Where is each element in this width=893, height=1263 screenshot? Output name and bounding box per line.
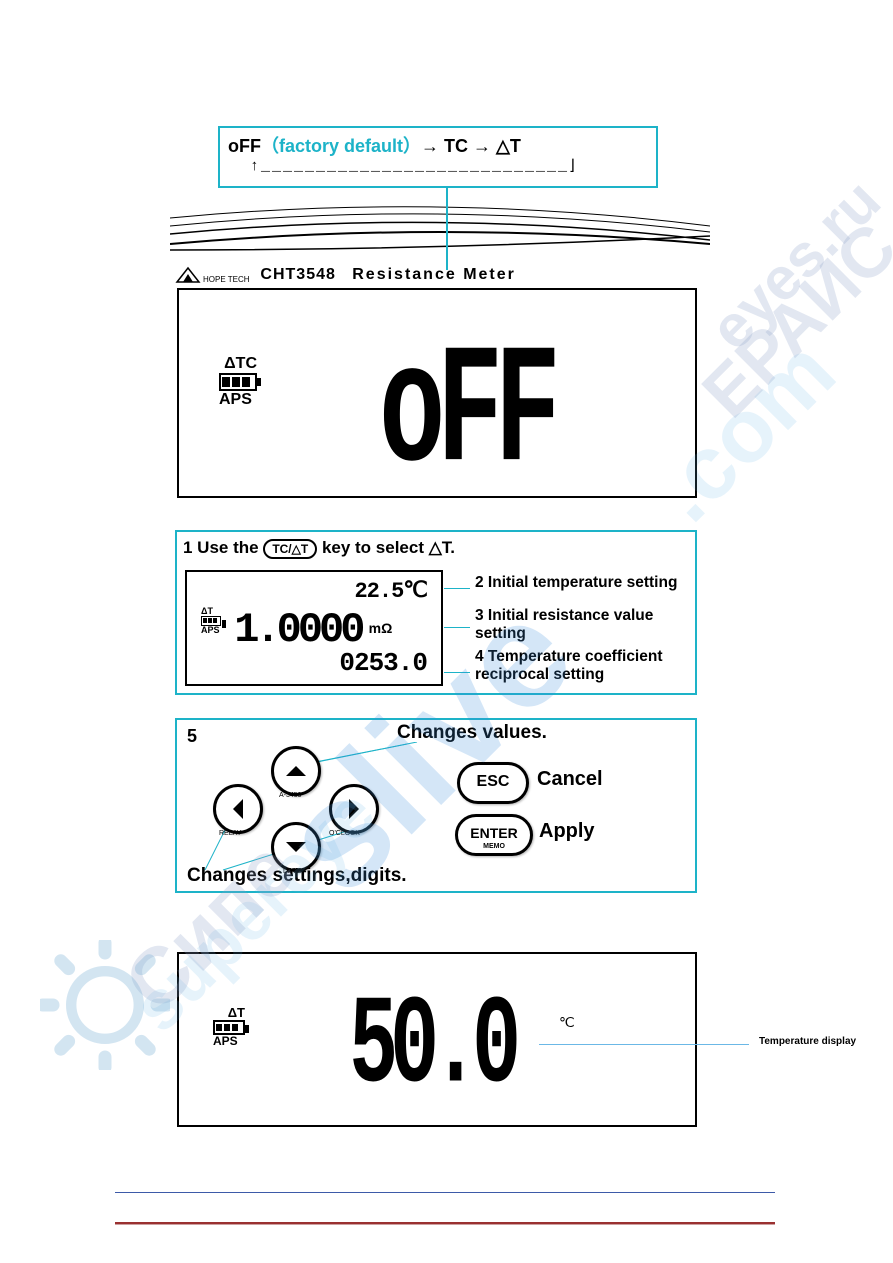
- esc-button[interactable]: ESC: [457, 762, 529, 804]
- enter-button[interactable]: ENTER MEMO: [455, 814, 533, 856]
- control-box: 5 Changes values. A-3459 DATE RELAY O'CL…: [175, 718, 697, 893]
- lcd-bottom-value: 50.0: [349, 978, 513, 1119]
- mini-lcd: 22.5℃ ΔT APS 1.0000 mΩ 0253.0: [185, 570, 443, 686]
- step-1-a: 1 Use the: [183, 538, 263, 557]
- watermark-gear-icon: [40, 940, 170, 1070]
- mini-ind-aps: APS: [201, 625, 220, 635]
- mini-lcd-resistance: 1.0000: [234, 606, 361, 654]
- step-1-b: key to select △T.: [322, 538, 455, 557]
- right-sublabel: O'CLOCK: [329, 830, 360, 837]
- right-button[interactable]: [329, 784, 379, 834]
- device-title: Resistance Meter: [352, 266, 516, 283]
- page: oFF（factory default）→ TC → △T ↑_________…: [0, 0, 893, 1263]
- lcd-bottom-unit: ℃: [559, 1014, 575, 1031]
- lcd-main-value-container: oFF: [379, 320, 583, 467]
- mini-lcd-unit: mΩ: [369, 620, 393, 636]
- lcd-bottom-indicators: ΔT APS: [213, 1006, 245, 1047]
- flow-off: oFF: [228, 136, 261, 156]
- flow-box: oFF（factory default）→ TC → △T ↑_________…: [218, 126, 658, 188]
- indicator-aps: APS: [213, 1035, 245, 1047]
- cancel-label: Cancel: [537, 768, 603, 791]
- lcd-main: ΔTC APS oFF: [177, 288, 697, 498]
- flow-return-line: ↑____________________________⌋: [228, 156, 648, 175]
- up-button[interactable]: [271, 746, 321, 796]
- divider-rule: [115, 1222, 775, 1225]
- battery-icon: [219, 373, 257, 391]
- step-1-text: 1 Use the TC/△T key to select △T.: [183, 538, 455, 559]
- up-sublabel: A-3459: [279, 792, 302, 799]
- enter-label: ENTER: [470, 825, 517, 841]
- lcd-main-indicators: ΔTC APS: [219, 355, 257, 408]
- enter-sublabel: MEMO: [458, 843, 530, 850]
- lead-line: [444, 588, 470, 589]
- connector-line: [446, 188, 448, 270]
- mini-ind-dt: ΔT: [201, 606, 213, 616]
- temperature-display-label: Temperature display: [759, 1036, 856, 1047]
- lcd-bottom: ΔT APS 50.0 ℃ Temperature display: [177, 952, 697, 1127]
- lcd-main-value: oFF: [379, 320, 552, 511]
- changes-settings-label: Changes settings,digits.: [187, 865, 407, 887]
- changes-values-label: Changes values.: [397, 722, 547, 744]
- device-header: HOPE TECH CHT3548 Resistance Meter: [175, 266, 705, 284]
- label-2: 2 Initial temperature setting: [475, 574, 677, 593]
- lead-line: [444, 627, 470, 628]
- battery-icon: [201, 616, 221, 626]
- label-3a: 3 Initial resistance value: [475, 607, 677, 626]
- watermark: ЕРАИС: [687, 207, 893, 432]
- device-model: CHT3548: [260, 266, 335, 283]
- temp-lead-line: [539, 1044, 749, 1045]
- flow-chain: → TC → △T: [421, 136, 521, 156]
- mini-lcd-temp: 22.5℃: [354, 578, 427, 604]
- brand-small: HOPE TECH: [203, 275, 250, 284]
- device-curve-decoration: [170, 190, 710, 260]
- indicator-aps: APS: [219, 391, 257, 409]
- label-4b: reciprocal setting: [475, 666, 677, 685]
- apply-label: Apply: [539, 820, 595, 843]
- brand-logo-icon: [175, 266, 201, 284]
- mini-lcd-coef: 0253.0: [339, 648, 427, 678]
- step-box: 1 Use the TC/△T key to select △T. 22.5℃ …: [175, 530, 697, 695]
- watermark: eyes.ru: [696, 166, 893, 363]
- flow-sequence: oFF（factory default）→ TC → △T: [228, 132, 648, 158]
- flow-default: （factory default）: [261, 136, 421, 156]
- mini-lcd-mid: ΔT APS 1.0000 mΩ: [201, 606, 392, 654]
- left-button[interactable]: [213, 784, 263, 834]
- indicator-delta-tc: ΔTC: [219, 355, 257, 373]
- step-labels: 2 Initial temperature setting 3 Initial …: [475, 574, 677, 685]
- divider-rule: [115, 1192, 775, 1193]
- label-3b: setting: [475, 625, 677, 644]
- step-5-number: 5: [187, 726, 197, 747]
- indicator-delta-t: ΔT: [213, 1006, 245, 1019]
- tc-key-button[interactable]: TC/△T: [263, 539, 317, 559]
- left-sublabel: RELAY: [219, 830, 241, 837]
- lead-line: [444, 672, 470, 673]
- label-4a: 4 Temperature coefficient: [475, 648, 677, 667]
- dpad: A-3459 DATE RELAY O'CLOCK: [197, 746, 407, 866]
- battery-icon: [213, 1020, 245, 1035]
